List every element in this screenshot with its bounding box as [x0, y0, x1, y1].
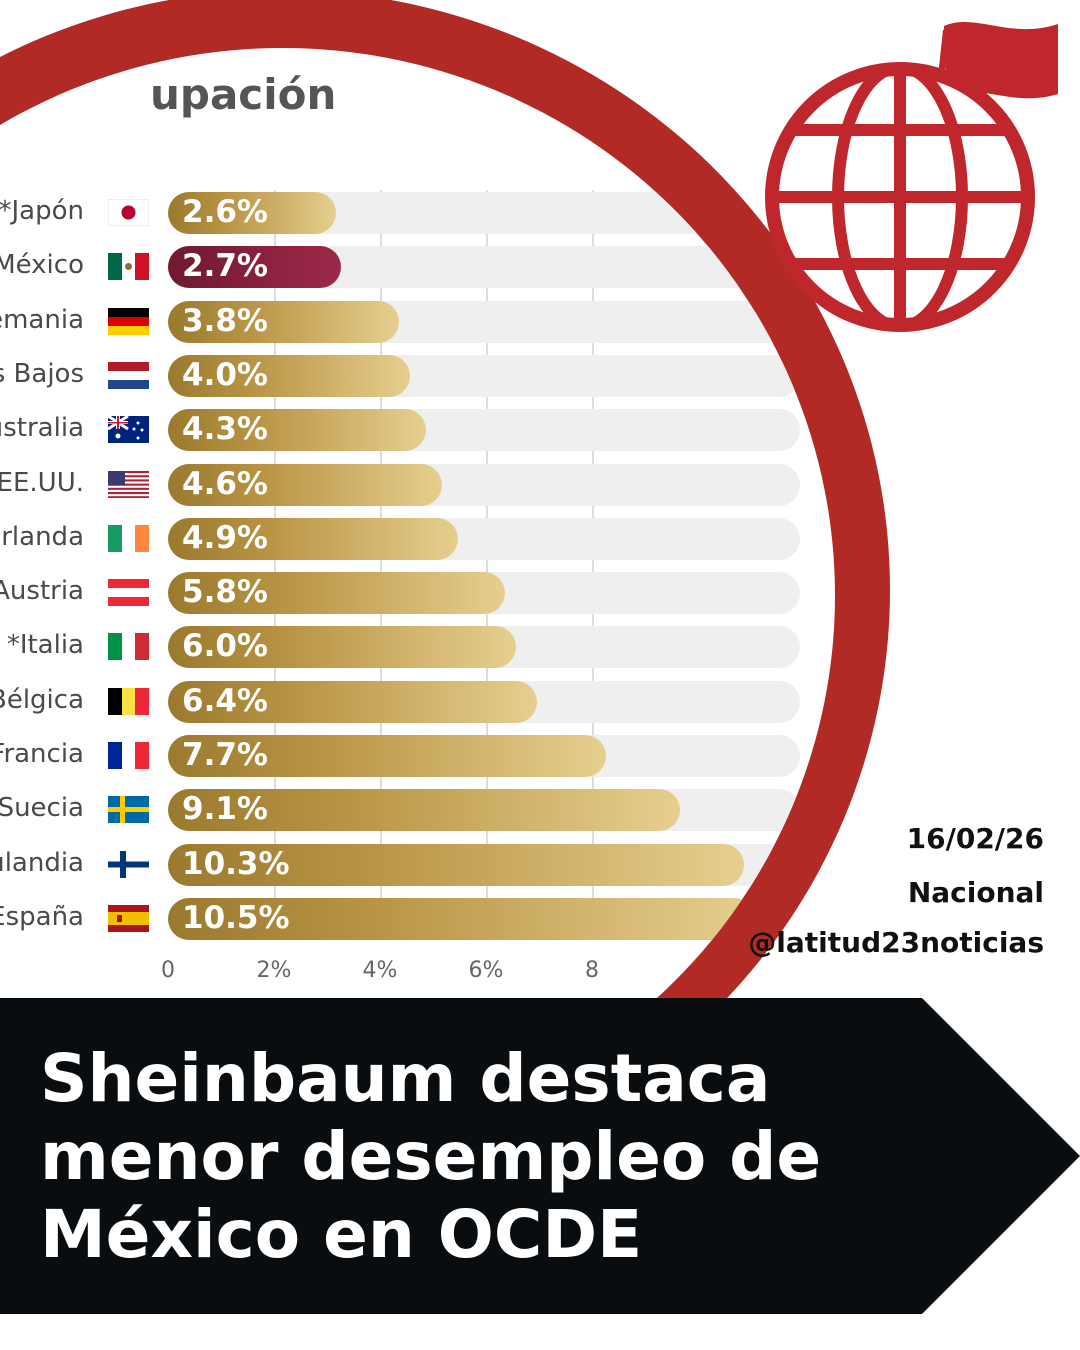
- country-label: Francia: [0, 739, 84, 769]
- bar: 2.7%: [168, 246, 342, 289]
- bar: 6.4%: [168, 680, 538, 723]
- grid-line: [274, 190, 276, 940]
- country-label: *Italia: [6, 630, 84, 661]
- globe-flag-icon: [760, 10, 1070, 340]
- bar-value-label: 3.8%: [182, 302, 268, 339]
- bar: 4.3%: [168, 409, 426, 452]
- bar: 5.8%: [168, 572, 506, 615]
- country-label: Bélgica: [0, 684, 84, 715]
- country-label: ılandia: [0, 847, 84, 878]
- bar: 10.3%: [168, 843, 744, 886]
- netherlands-flag: [108, 361, 149, 389]
- bar-value-label: 2.6%: [182, 194, 268, 230]
- bar: 2.6%: [168, 192, 336, 234]
- bar-value-label: 6.0%: [182, 628, 268, 665]
- italy-flag: [108, 633, 149, 661]
- unemployment-bar-chart: upación 0 2% 4% 6% 8 2.6% *Japón 2.7% México 3.8%…: [0, 48, 835, 1143]
- country-label: rlanda: [1, 521, 84, 552]
- headline-banner: [0, 998, 1080, 1314]
- grid-line: [486, 190, 488, 940]
- bar-value-label: 4.6%: [182, 465, 268, 502]
- mexico-flag: [108, 253, 149, 281]
- country-label: España: [0, 901, 84, 932]
- usa-flag: [108, 470, 149, 498]
- bar: 6.0%: [168, 626, 516, 669]
- bar-value-label: 2.7%: [182, 248, 268, 285]
- post-date: 16/02/26: [906, 822, 1044, 855]
- bar-value-label: 7.7%: [182, 737, 268, 773]
- x-tick-label: 4%: [362, 958, 398, 983]
- country-label: s Bajos: [0, 358, 84, 389]
- austria-flag: [108, 579, 149, 607]
- bar: 10.5%: [168, 897, 755, 940]
- headline-line-3: México en OCDE: [40, 1196, 643, 1273]
- spain-flag: [108, 904, 149, 932]
- bar-value-label: 4.3%: [182, 411, 268, 448]
- bar-value-label: 4.9%: [182, 519, 268, 556]
- bar: 4.6%: [168, 463, 442, 506]
- sweden-flag: [108, 796, 149, 824]
- grid-line: [380, 190, 382, 940]
- belgium-flag: [108, 687, 149, 715]
- germany-flag: [108, 307, 149, 335]
- bar: 9.1%: [168, 789, 681, 832]
- bar: 4.0%: [168, 354, 410, 397]
- bar: 7.7%: [168, 735, 607, 777]
- x-tick-label: 0: [161, 958, 175, 983]
- bar-value-label: 6.4%: [182, 682, 268, 719]
- bar: 3.8%: [168, 300, 400, 343]
- post-section: Nacional: [907, 876, 1044, 909]
- chart-title: upación: [150, 70, 337, 119]
- headline-line-1: Sheinbaum destaca: [40, 1040, 771, 1117]
- country-label: México: [0, 250, 84, 281]
- country-label: EE.UU.: [0, 467, 84, 498]
- x-tick-label: 6%: [468, 958, 504, 983]
- chart-photo-crop: upación 0 2% 4% 6% 8 2.6% *Japón 2.7% México 3.8%…: [0, 48, 835, 1143]
- ireland-flag: [108, 524, 149, 552]
- japan-flag: [108, 199, 149, 226]
- bar-value-label: 9.1%: [182, 791, 268, 828]
- x-tick-label: 2%: [256, 958, 292, 983]
- bar-value-label: 10.3%: [182, 845, 290, 882]
- bar-value-label: 4.0%: [182, 356, 268, 393]
- country-label: Austria: [0, 576, 84, 607]
- x-tick-label: 8: [585, 958, 599, 983]
- bar-value-label: 10.5%: [182, 899, 290, 936]
- france-flag: [108, 742, 149, 769]
- country-label: emania: [0, 304, 84, 335]
- country-label: *Japón: [0, 196, 84, 226]
- headline: Sheinbaum destaca menor desempleo de Méx…: [40, 1040, 880, 1274]
- bar-value-label: 5.8%: [182, 574, 268, 611]
- account-handle: @latitud23noticias: [748, 926, 1044, 959]
- country-label: Suecia: [0, 793, 84, 824]
- australia-flag: [108, 416, 149, 444]
- headline-line-2: menor desempleo de: [40, 1118, 822, 1195]
- finland-flag: [108, 850, 149, 878]
- bar: 4.9%: [168, 517, 458, 560]
- grid-line: [592, 190, 594, 940]
- country-label: ıstralia: [0, 413, 84, 444]
